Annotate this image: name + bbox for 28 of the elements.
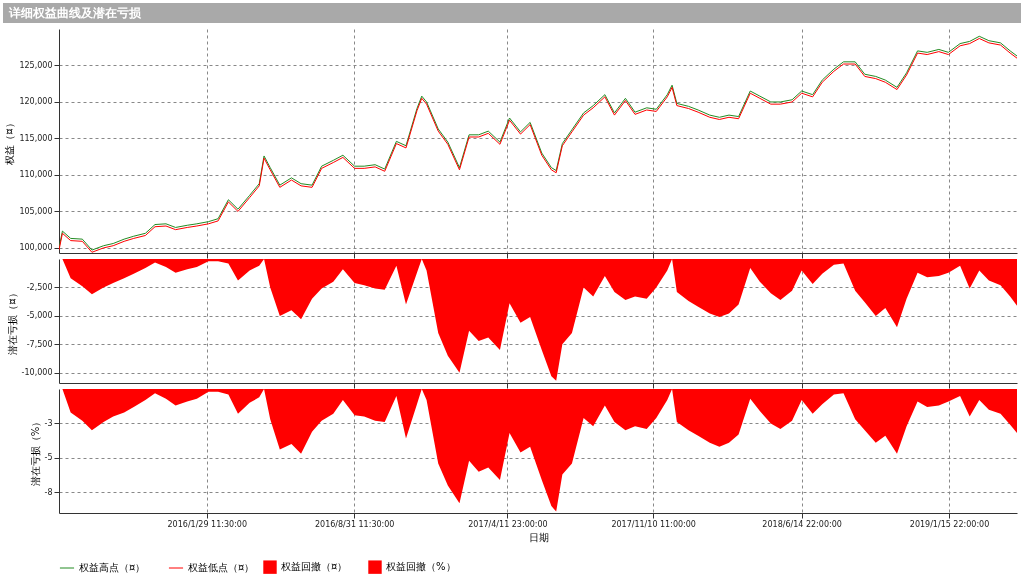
x-tick-label: 2019/1/15 22:00:00 xyxy=(909,519,990,529)
y-tick-label: -7,500 xyxy=(26,339,53,349)
y-axis-title: 潜在亏损（¤） xyxy=(6,288,18,355)
y-tick-label: -10,000 xyxy=(21,368,53,378)
y-axis-title: 权益（¤） xyxy=(4,118,16,166)
legend-label: 权益高点（¤） xyxy=(78,562,146,573)
y-tick-label: 100,000 xyxy=(19,243,53,253)
x-tick-label: 2017/11/10 11:00:00 xyxy=(611,519,696,529)
legend-label: 权益回撤（¤） xyxy=(280,561,348,573)
x-tick-label: 2017/4/11 23:00:00 xyxy=(468,519,548,529)
legend-label: 权益低点（¤） xyxy=(187,562,255,573)
y-tick-label: -5 xyxy=(44,453,53,463)
y-tick-label: -5,000 xyxy=(26,311,53,321)
y-tick-label: 125,000 xyxy=(19,60,53,70)
x-tick-label: 2018/6/14 22:00:00 xyxy=(762,519,842,529)
y-tick-label: -3 xyxy=(44,418,53,428)
y-tick-label: -2,500 xyxy=(26,282,53,292)
y-tick-label: 110,000 xyxy=(19,170,53,180)
x-tick-label: 2016/8/31 11:30:00 xyxy=(314,519,395,529)
text: 权益回撤（%） xyxy=(385,561,456,573)
x-axis-title: 日期 xyxy=(528,531,549,543)
y-tick-label: -8 xyxy=(44,487,53,497)
x-tick-label: 2016/1/29 11:30:00 xyxy=(167,519,248,529)
y-tick-label: 120,000 xyxy=(19,97,53,107)
y-axis-title: 潜在亏损（%） xyxy=(29,416,41,487)
y-tick-label: 105,000 xyxy=(19,206,53,216)
y-tick-label: 115,000 xyxy=(19,133,53,143)
chart-title: 详细权益曲线及潜在亏损 xyxy=(3,3,1021,23)
